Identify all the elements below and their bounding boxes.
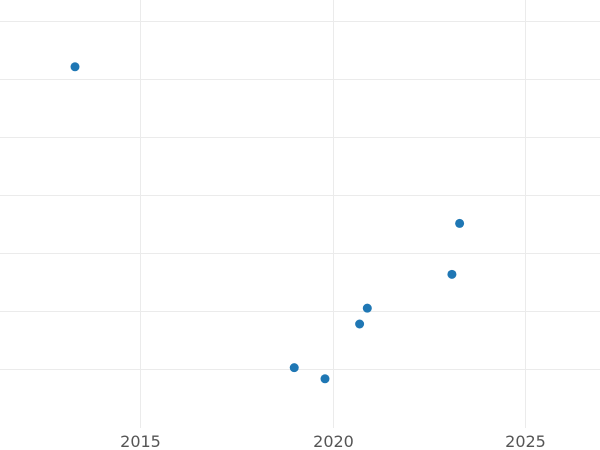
x-tick-label: 2020	[313, 432, 354, 450]
data-points	[70, 62, 465, 384]
scatter-point	[320, 374, 330, 384]
x-tick-labels: 2015 2020 2025	[120, 432, 546, 450]
scatter-point	[447, 269, 457, 279]
scatter-point	[289, 363, 299, 373]
scatter-point	[70, 62, 80, 72]
x-tick-label: 2015	[120, 432, 161, 450]
x-tick-label: 2025	[505, 432, 546, 450]
y-gridlines	[0, 21, 600, 370]
scatter-point	[362, 303, 372, 313]
scatter-point	[455, 218, 465, 228]
scatter-point	[355, 319, 365, 329]
x-gridlines	[140, 0, 526, 428]
